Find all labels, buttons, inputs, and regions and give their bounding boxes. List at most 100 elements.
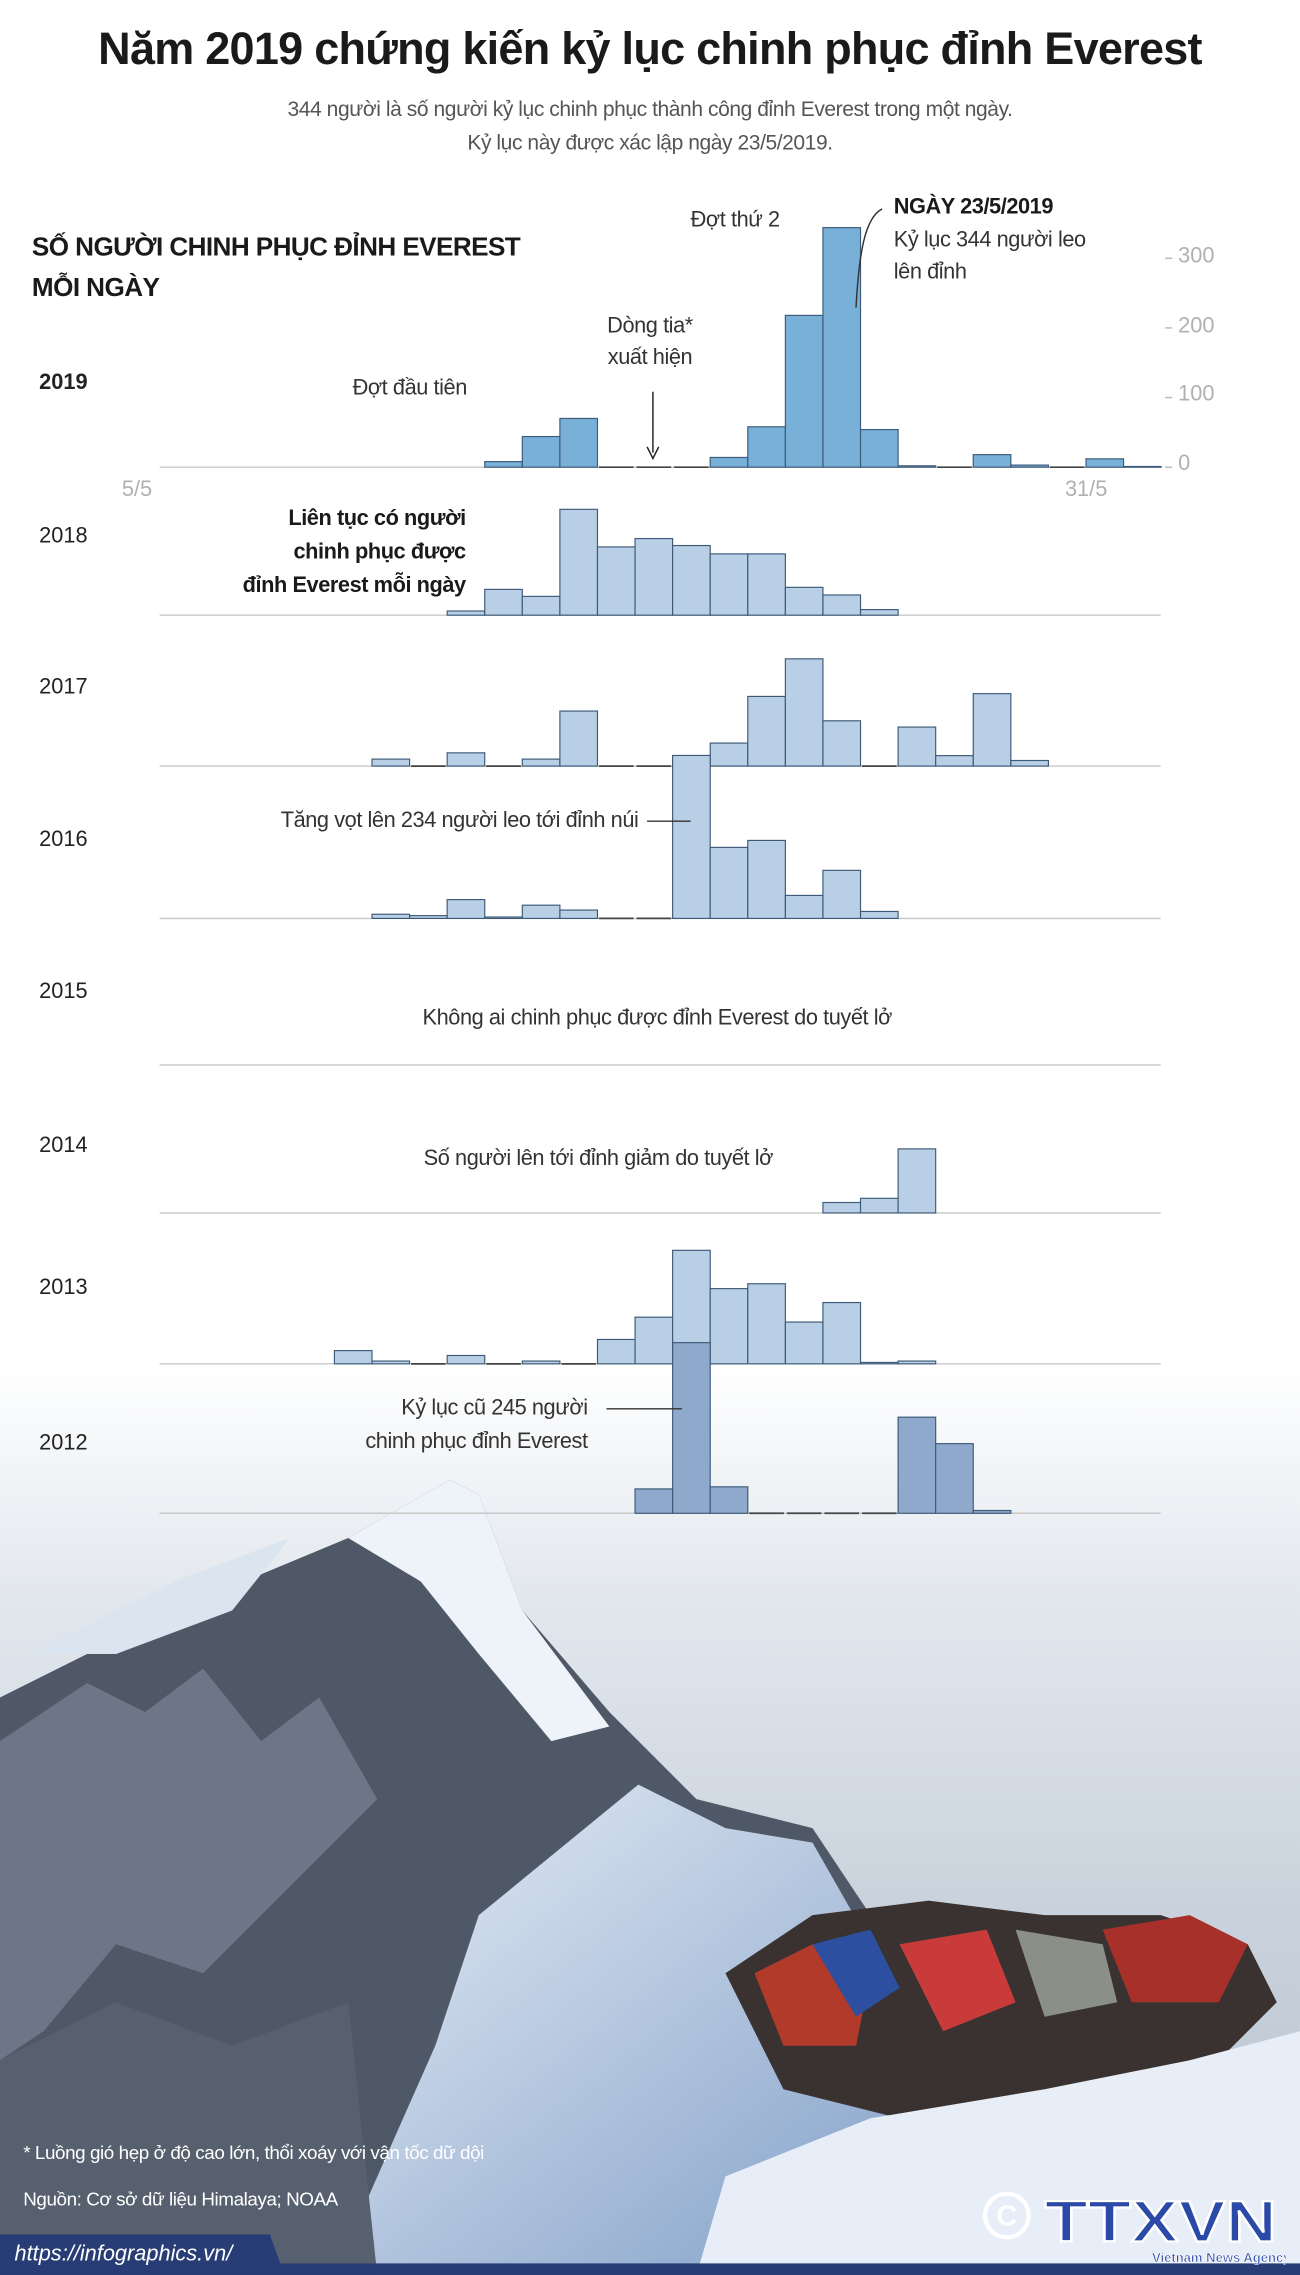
year-label-2012: 2012 [39, 1430, 88, 1456]
bar-2017-day-25 [897, 726, 937, 767]
page-title: Năm 2019 chứng kiến kỷ lục chinh phục đỉ… [98, 23, 1202, 74]
bar-2017-day-22 [784, 658, 824, 767]
bar-2019-day-14 [484, 461, 523, 468]
y-tick-100: 100 [1178, 381, 1215, 407]
annotation-record-line-2: lên đỉnh [893, 259, 967, 285]
bar-2016-day-20 [709, 846, 749, 919]
bar-2019-day-31 [1122, 465, 1162, 468]
bar-2019-day-30 [1085, 458, 1125, 468]
y-tick-300: 300 [1178, 243, 1215, 269]
year-label-2014: 2014 [39, 1133, 88, 1158]
annotation-record-line-1: Kỷ lục 344 người leo [893, 227, 1086, 253]
bar-2017-day-26 [935, 755, 974, 767]
bar-2018-day-18 [634, 537, 674, 616]
bar-2013-day-22 [784, 1321, 824, 1365]
logo-text: TTXVN [1045, 2190, 1277, 2255]
daily-summit-chart [159, 208, 1173, 1515]
source-note: Nguồn: Cơ sở dữ liệu Himalaya; NOAA [23, 2187, 338, 2210]
bar-2017-day-15 [521, 758, 561, 767]
y-tick-0: 0 [1178, 451, 1191, 476]
annotation-2015: Không ai chinh phục được đỉnh Everest do… [422, 1005, 893, 1031]
bar-2019-day-21 [747, 426, 786, 468]
year-label-2013: 2013 [39, 1275, 88, 1300]
bar-2018-day-20 [709, 553, 749, 616]
bar-2016-day-12 [409, 915, 448, 919]
year-label-2018: 2018 [39, 523, 88, 549]
bar-2012-day-27 [972, 1509, 1012, 1514]
bar-2014-day-24 [859, 1197, 899, 1214]
svg-text:C: C [996, 2201, 1017, 2233]
bar-2019-day-23 [822, 227, 862, 468]
bar-2013-day-11 [371, 1360, 411, 1365]
bar-2018-day-19 [672, 544, 711, 616]
bar-2014-day-25 [897, 1148, 937, 1214]
annotation-2018-line-1: Liên tục có người [288, 506, 466, 532]
bar-2017-day-20 [709, 742, 749, 767]
x-tick-end: 31/5 [1064, 477, 1108, 503]
arrow-down-icon [646, 446, 660, 461]
bar-2018-day-14 [484, 588, 523, 616]
website-link[interactable]: https://infographics.vn/ [14, 2241, 233, 2267]
bar-2018-day-15 [521, 595, 561, 616]
bar-2018-day-22 [784, 586, 824, 616]
bar-2018-day-17 [596, 546, 636, 616]
annotation-2012-line-2: chinh phục đỉnh Everest [365, 1429, 588, 1454]
bar-2013-day-25 [897, 1360, 937, 1365]
bar-2019-day-16 [559, 417, 599, 468]
bar-2019-day-28 [1010, 464, 1049, 468]
footnote: * Luồng gió hẹp ở độ cao lớn, thổi xoáy … [23, 2141, 484, 2164]
bar-2013-day-20 [709, 1288, 749, 1365]
bar-2012-day-20 [709, 1486, 749, 1514]
chart-title-line-1: SỐ NGƯỜI CHINH PHỤC ĐỈNH EVEREST [31, 232, 521, 262]
annotation-2018-line-3: đỉnh Everest mỗi ngày [242, 573, 467, 598]
bar-2017-day-23 [822, 720, 862, 767]
annotation-2012-line-1: Kỷ lục cũ 245 người [401, 1395, 588, 1421]
bar-2012-day-25 [897, 1416, 937, 1514]
everest-photo [0, 1363, 1300, 2275]
bar-2013-day-23 [822, 1301, 862, 1365]
bar-2019-day-24 [859, 428, 899, 468]
bar-2016-day-19 [672, 754, 711, 919]
ttxvn-logo: C TTXVN Vietnam News Agency [982, 2189, 1285, 2265]
bar-2013-day-10 [333, 1350, 373, 1365]
bar-2016-day-24 [859, 910, 899, 919]
annotation-record-title: NGÀY 23/5/2019 [893, 194, 1054, 220]
annotation-jet-line-1: Dòng tia* [607, 313, 693, 339]
year-label-2019: 2019 [39, 369, 88, 395]
bar-2012-day-26 [935, 1443, 974, 1514]
subtitle-line-2: Kỷ lục này được xác lập ngày 23/5/2019. [467, 132, 833, 156]
bar-2012-day-19 [672, 1342, 711, 1514]
bar-2018-day-24 [859, 609, 899, 616]
chart-title-line-2: MỖI NGÀY [31, 272, 160, 302]
annotation-2016: Tăng vọt lên 234 người leo tới đỉnh núi [280, 808, 639, 833]
bar-2016-day-11 [371, 913, 411, 919]
bar-2019-day-22 [784, 314, 824, 468]
bar-2016-day-22 [784, 894, 824, 919]
annotation-wave-1: Đợt đầu tiên [352, 375, 468, 401]
record-leader-line [855, 208, 883, 308]
bar-2017-day-27 [972, 693, 1012, 767]
bar-2013-day-21 [747, 1283, 786, 1365]
bar-2013-day-15 [521, 1360, 561, 1365]
bar-2019-day-27 [972, 454, 1012, 468]
y-tick-200: 200 [1178, 313, 1215, 339]
x-tick-start: 5/5 [121, 477, 153, 503]
annotation-wave-2: Đợt thứ 2 [690, 207, 780, 233]
logo-subtext: Vietnam News Agency [1152, 2250, 1285, 2265]
bar-2016-day-14 [484, 916, 523, 919]
bar-2017-day-11 [371, 758, 411, 767]
bar-2017-day-21 [747, 695, 786, 767]
annotation-2018-line-2: chinh phục được [293, 539, 467, 565]
bar-2016-day-23 [822, 869, 862, 919]
bar-2019-day-25 [897, 465, 937, 468]
bar-2012-day-18 [634, 1488, 674, 1514]
bar-2013-day-24 [859, 1361, 899, 1365]
subtitle-line-1: 344 người là số người kỷ lục chinh phục … [287, 98, 1013, 122]
bar-2018-day-13 [446, 610, 486, 616]
bar-2018-day-16 [559, 508, 599, 616]
bar-2013-day-18 [634, 1316, 674, 1365]
year-label-2015: 2015 [39, 979, 88, 1005]
bar-2016-day-21 [747, 839, 786, 919]
bar-2014-day-23 [822, 1201, 862, 1214]
